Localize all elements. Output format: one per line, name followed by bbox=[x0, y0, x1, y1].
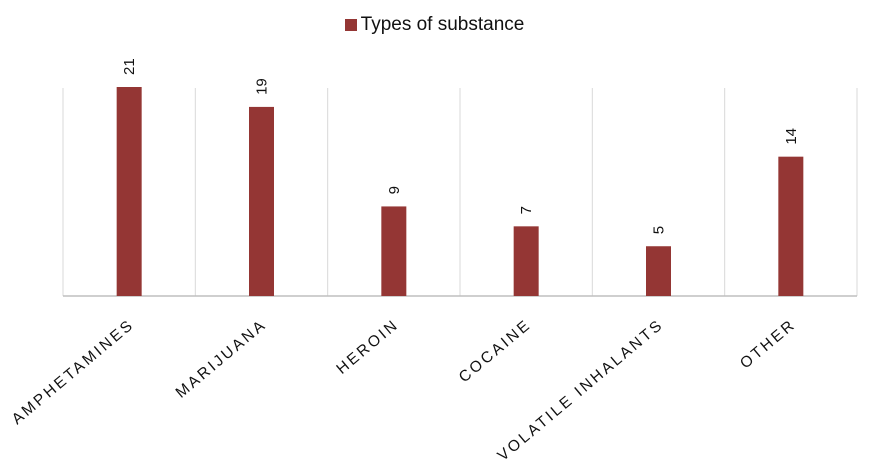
bar-other bbox=[778, 156, 804, 296]
legend-swatch bbox=[344, 19, 357, 31]
chart-legend: Types of substance bbox=[0, 14, 869, 36]
legend-label: Types of substance bbox=[360, 14, 525, 35]
data-label: 7 bbox=[518, 206, 535, 214]
data-label: 21 bbox=[121, 58, 138, 75]
data-label: 14 bbox=[783, 128, 800, 145]
category-label: COCAINE bbox=[456, 316, 535, 386]
data-label: 19 bbox=[254, 78, 271, 95]
bar-volatile-inhalants bbox=[646, 246, 671, 296]
data-label: 5 bbox=[651, 226, 668, 234]
bar-amphetamines bbox=[116, 87, 142, 296]
bar-heroin bbox=[381, 206, 407, 296]
category-label: AMPHETAMINES bbox=[9, 316, 138, 428]
category-label: MARIJUANA bbox=[173, 316, 270, 402]
category-label: HEROIN bbox=[333, 316, 402, 378]
category-label: OTHER bbox=[737, 316, 799, 372]
data-label: 9 bbox=[386, 186, 403, 194]
bar-marijuana bbox=[249, 106, 274, 296]
bar-cocaine bbox=[513, 226, 539, 296]
